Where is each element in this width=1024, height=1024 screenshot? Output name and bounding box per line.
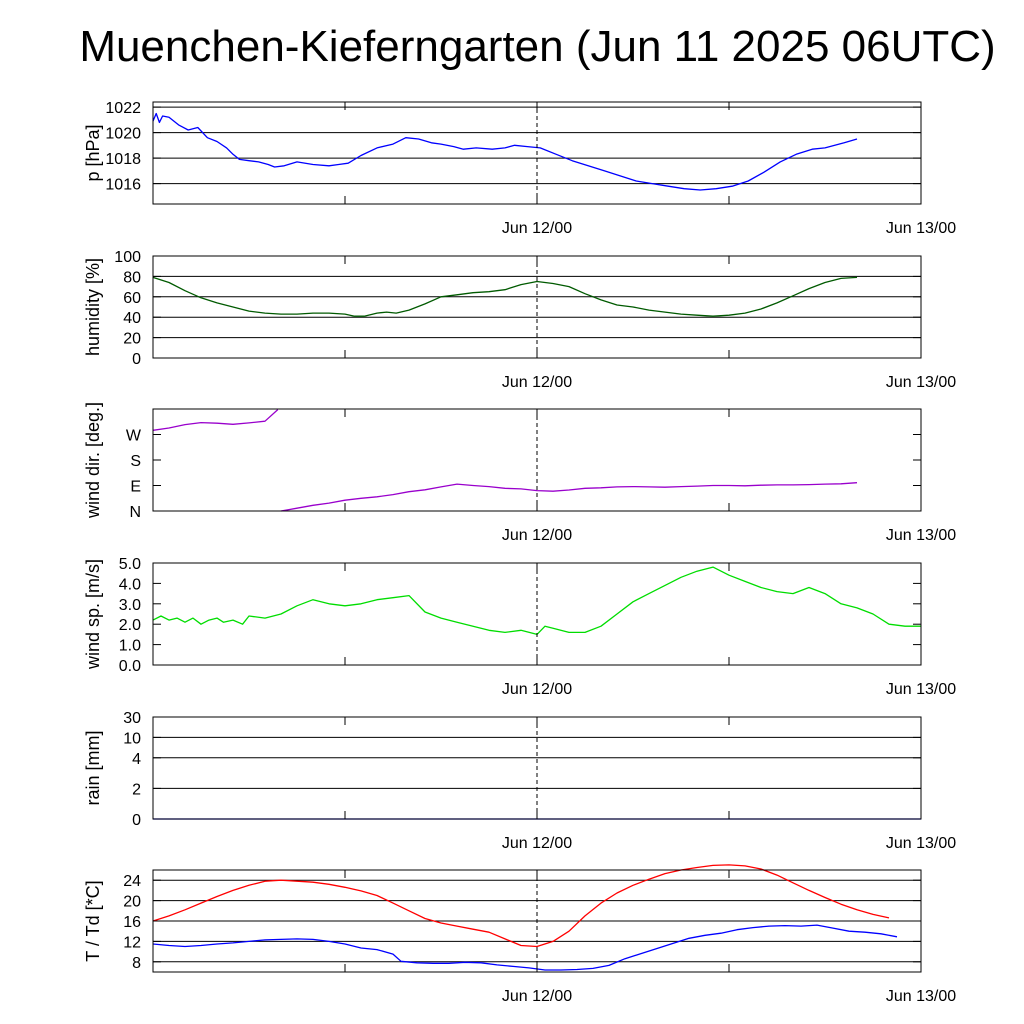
data-series-0 (152, 864, 890, 948)
x-tick-label: Jun 12/00 (502, 527, 572, 544)
data-series-0 (152, 409, 279, 431)
y-axis-label: rain [mm] (83, 730, 103, 805)
y-tick-label: 20 (123, 894, 141, 911)
y-tick-label: 1016 (105, 177, 141, 194)
chart-panel-4: 0 2 4 10 30 Jun 12/00 Jun 13/00 rain [mm] (83, 710, 956, 852)
y-tick-label: 0 (132, 351, 141, 368)
x-tick-label: Jun 13/00 (886, 835, 956, 852)
x-tick-label: Jun 13/00 (886, 374, 956, 391)
y-tick-label: 1018 (105, 151, 141, 168)
x-tick-label: Jun 12/00 (502, 374, 572, 391)
y-tick-label: 8 (132, 955, 141, 972)
y-tick-label: 1022 (105, 100, 141, 117)
data-series-0 (152, 276, 858, 317)
x-tick-label: Jun 13/00 (886, 988, 956, 1005)
y-axis-label: wind sp. [m/s] (83, 559, 103, 670)
y-tick-label: 16 (123, 914, 141, 931)
x-tick-label: Jun 13/00 (886, 681, 956, 698)
page-title: Muenchen-Kieferngarten (Jun 11 2025 06UT… (79, 22, 996, 71)
x-tick-label: Jun 12/00 (502, 988, 572, 1005)
chart-panel-1: 0 20 40 60 80 100 Jun 12/00 Jun 13/00 humidity [… (83, 249, 956, 391)
y-tick-label: 0 (132, 812, 141, 829)
y-tick-label: 10 (123, 730, 141, 747)
y-tick-label: 5.0 (119, 556, 141, 573)
y-tick-label: 40 (123, 310, 141, 327)
y-tick-label: 24 (123, 873, 141, 890)
x-tick-label: Jun 12/00 (502, 681, 572, 698)
chart-panel-5: 8 12 16 20 24 Jun 12/00 Jun 13/00 T / Td [*C] (83, 864, 956, 1005)
y-tick-label: 4.0 (119, 576, 141, 593)
y-tick-label: 100 (114, 249, 141, 266)
data-series-1 (152, 924, 898, 971)
y-axis-label: wind dir. [deg.] (83, 402, 103, 519)
y-axis-label: humidity [%] (83, 258, 103, 356)
data-series-0 (152, 112, 858, 191)
y-axis-label: T / Td [*C] (83, 880, 103, 961)
y-tick-label: E (130, 479, 141, 496)
y-tick-label: S (130, 453, 141, 470)
y-tick-label: 60 (123, 290, 141, 307)
y-tick-label: 0.0 (119, 658, 141, 675)
y-tick-label: 4 (132, 751, 141, 768)
x-tick-label: Jun 13/00 (886, 527, 956, 544)
y-tick-label: 1020 (105, 126, 141, 143)
chart-panel-0: 1016 1018 1020 1022 Jun 12/00 Jun 13/00 p [hPa… (83, 100, 956, 237)
y-tick-label: 2 (132, 781, 141, 798)
x-tick-label: Jun 13/00 (886, 220, 956, 237)
data-series-1 (280, 482, 858, 512)
y-tick-label: 30 (123, 710, 141, 727)
data-series-0 (152, 566, 921, 636)
y-axis-label: p [hPa] (83, 124, 103, 181)
y-tick-label: 2.0 (119, 617, 141, 634)
x-tick-label: Jun 12/00 (502, 220, 572, 237)
y-tick-label: W (126, 428, 142, 445)
y-tick-label: 3.0 (119, 597, 141, 614)
chart-panel-3: 0.0 1.0 2.0 3.0 4.0 5.0 Jun 12/00 Jun 13/00 wind… (83, 556, 956, 698)
y-tick-label: 12 (123, 934, 141, 951)
y-tick-label: 80 (123, 269, 141, 286)
y-tick-label: 1.0 (119, 638, 141, 655)
y-tick-label: 20 (123, 331, 141, 348)
y-tick-label: N (129, 504, 141, 521)
x-tick-label: Jun 12/00 (502, 835, 572, 852)
